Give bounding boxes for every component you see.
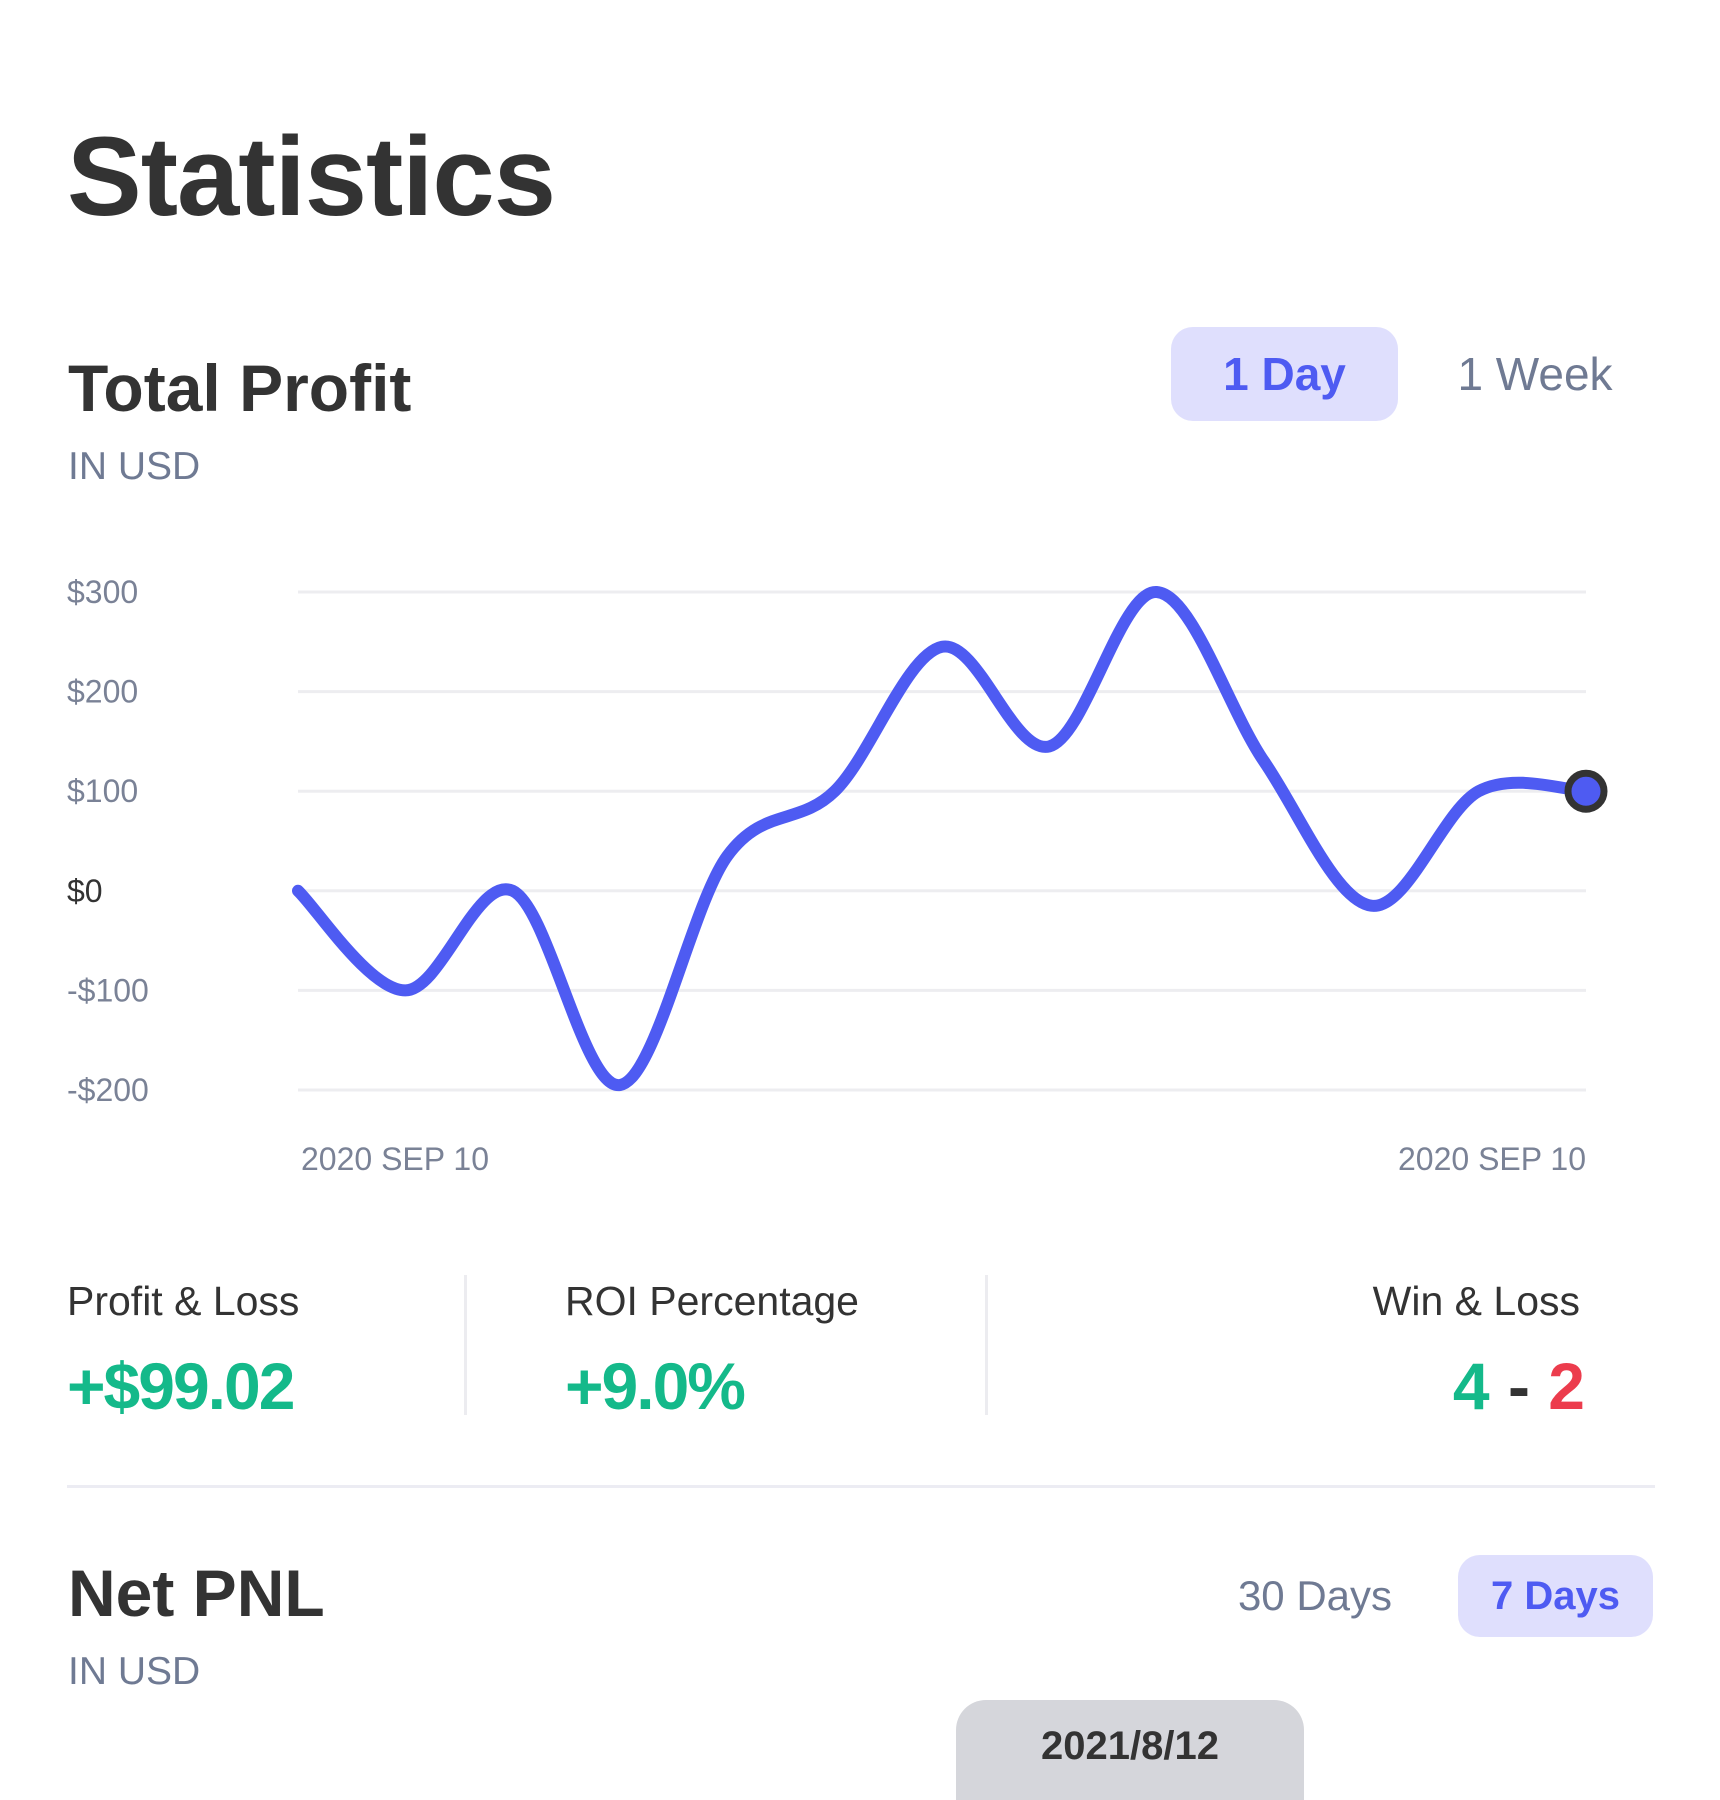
toggle-1-week[interactable]: 1 Week xyxy=(1457,348,1613,400)
toggle-7-days[interactable]: 7 Days xyxy=(1458,1555,1653,1637)
y-tick-label: $0 xyxy=(67,873,103,909)
total-profit-chart: $300 $200 $100 $0 -$100 -$200 2020 SEP 10 2020 … xyxy=(67,574,1608,1177)
wins-count: 4 xyxy=(1452,1349,1490,1423)
losses-count: 2 xyxy=(1548,1349,1585,1423)
net-pnl-date-tooltip: 2021/8/12 xyxy=(956,1700,1304,1800)
section-divider xyxy=(67,1485,1655,1488)
net-pnl-subtitle: IN USD xyxy=(68,1650,201,1693)
win-loss-value: 4 - 2 xyxy=(1453,1348,1585,1424)
x-tick-label: 2020 SEP 10 xyxy=(301,1141,489,1177)
y-tick-label: $200 xyxy=(67,674,138,710)
y-tick-label: -$200 xyxy=(67,1072,149,1108)
y-tick-label: -$100 xyxy=(67,972,149,1008)
profit-series-line xyxy=(292,586,1592,1092)
y-tick-label: $300 xyxy=(67,574,138,610)
page-title: Statistics xyxy=(67,114,556,239)
win-loss-separator: - xyxy=(1507,1349,1530,1423)
profit-loss-label: Profit & Loss xyxy=(67,1278,300,1324)
profit-loss-value: +$99.02 xyxy=(67,1349,295,1423)
roi-value: +9.0% xyxy=(565,1349,746,1423)
stats-divider xyxy=(985,1275,988,1415)
total-profit-subtitle: IN USD xyxy=(68,445,201,488)
stats-divider xyxy=(464,1275,467,1415)
win-loss-label: Win & Loss xyxy=(1372,1278,1580,1324)
net-pnl-title: Net PNL xyxy=(68,1556,325,1630)
toggle-30-days[interactable]: 30 Days xyxy=(1237,1572,1393,1619)
current-value-marker xyxy=(1564,769,1608,813)
toggle-1-day[interactable]: 1 Day xyxy=(1171,327,1398,421)
y-tick-label: $100 xyxy=(67,773,138,809)
roi-label: ROI Percentage xyxy=(565,1278,859,1324)
total-profit-title: Total Profit xyxy=(68,351,412,425)
x-tick-label: 2020 SEP 10 xyxy=(1398,1141,1586,1177)
